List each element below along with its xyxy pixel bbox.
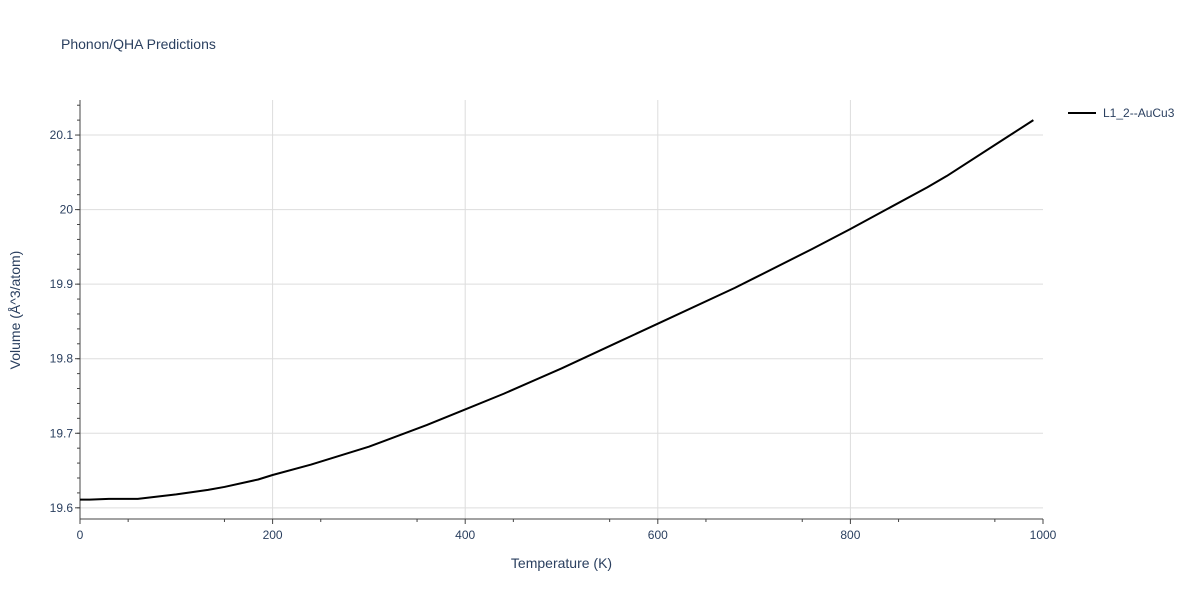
series-layer (80, 119, 1034, 501)
y-tick-label: 19.7 (50, 426, 74, 440)
y-tick-label: 20.1 (50, 128, 74, 142)
y-axis-label: Volume (Å^3/atom) (7, 251, 23, 370)
legend-swatch (1068, 112, 1096, 114)
series-line[interactable] (80, 119, 1034, 501)
x-tick-label: 0 (77, 528, 84, 542)
tick-labels: 0 200 400 600 800 1000 19.6 19.7 19.8 19.9 20 20.1 (50, 128, 1057, 542)
axes (75, 100, 1044, 524)
y-tick-label: 19.9 (50, 277, 74, 291)
y-tick-label: 19.8 (50, 352, 74, 366)
legend[interactable]: L1_2--AuCu3 (1068, 106, 1174, 120)
x-tick-label: 1000 (1030, 528, 1057, 542)
x-tick-label: 600 (648, 528, 668, 542)
chart-title: Phonon/QHA Predictions (61, 36, 216, 52)
x-axis-label: Temperature (K) (511, 555, 612, 571)
x-tick-label: 400 (455, 528, 475, 542)
grid-lines (80, 100, 1043, 519)
legend-label: L1_2--AuCu3 (1103, 106, 1175, 120)
x-tick-label: 800 (840, 528, 860, 542)
y-tick-label: 20 (60, 203, 74, 217)
x-tick-label: 200 (263, 528, 283, 542)
y-tick-label: 19.6 (50, 501, 74, 515)
